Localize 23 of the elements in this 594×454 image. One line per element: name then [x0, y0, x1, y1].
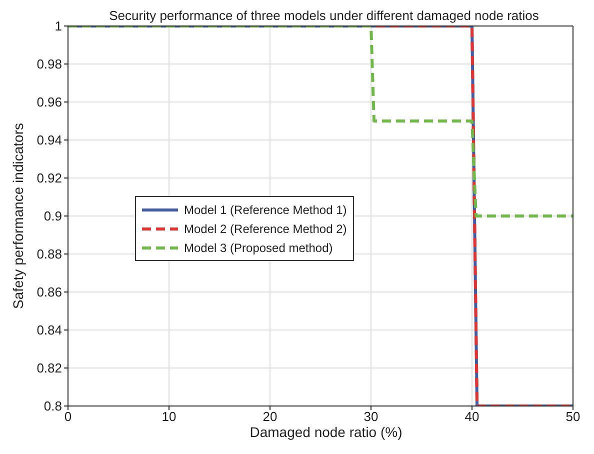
y-tick-label: 0.8: [44, 398, 62, 414]
y-tick-label: 0.84: [36, 322, 62, 338]
y-tick-label: 0.98: [36, 56, 62, 72]
y-tick-label: 0.82: [36, 360, 62, 376]
x-axis-title: Damaged node ratio (%): [248, 424, 404, 440]
y-tick-label: 0.94: [36, 132, 62, 148]
legend-label: Model 2 (Reference Method 2): [184, 222, 347, 236]
x-tick-label: 50: [566, 409, 580, 424]
y-tick-label: 0.9: [44, 208, 62, 224]
x-tick-label: 20: [262, 409, 278, 424]
legend-label: Model 1 (Reference Method 1): [184, 202, 347, 216]
chart-title: Security performance of three models under different damaged node ratios: [108, 8, 540, 23]
x-tick-label: 30: [364, 409, 378, 424]
x-tick-label: 0: [64, 409, 72, 424]
y-axis-title: Safety performance indicators: [10, 123, 26, 309]
y-tick-label: 0.86: [36, 284, 62, 300]
x-tick-label: 10: [162, 409, 176, 424]
y-tick-label: 0.88: [36, 246, 62, 262]
y-tick-label: 0.92: [36, 170, 62, 186]
legend-label: Model 3 (Proposed method): [184, 240, 333, 254]
x-tick-label: 40: [464, 409, 480, 424]
y-tick-label: 0.96: [36, 94, 62, 110]
y-tick-label: 1: [54, 18, 62, 34]
